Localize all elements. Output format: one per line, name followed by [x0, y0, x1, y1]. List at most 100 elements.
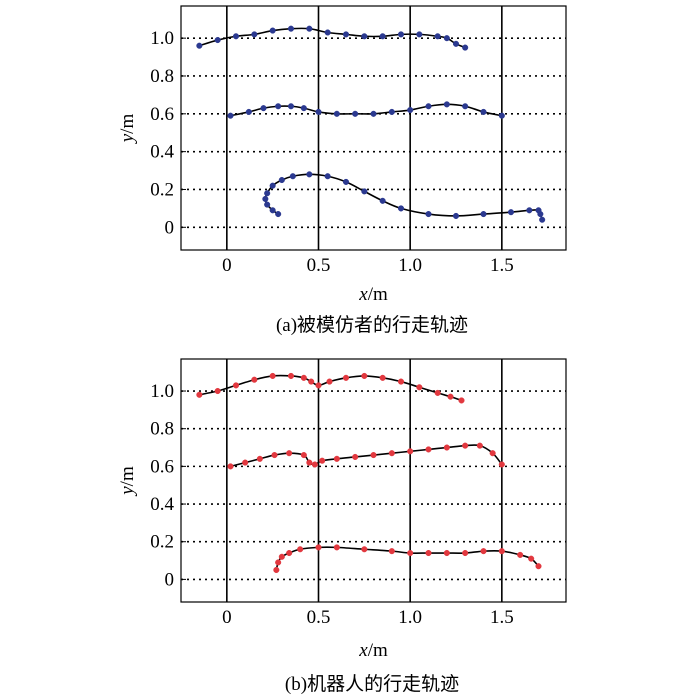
figure-caption: (a)被模仿者的行走轨迹 [276, 314, 468, 336]
figure-caption: (b)机器人的行走轨迹 [285, 673, 459, 695]
data-point [214, 387, 221, 395]
y-tick-label: 0.2 [150, 532, 174, 553]
y-tick-label: 1.0 [150, 28, 174, 49]
data-point [319, 457, 326, 464]
data-point [370, 110, 377, 117]
data-point [308, 378, 315, 385]
data-point [275, 211, 282, 218]
data-point [361, 33, 368, 40]
data-point [333, 110, 340, 117]
data-point [528, 555, 535, 562]
data-point [489, 450, 496, 457]
data-point [269, 27, 276, 34]
data-point [269, 207, 276, 214]
y-tick-label: 0.8 [150, 66, 174, 87]
series-line [230, 444, 503, 468]
data-point [425, 549, 432, 557]
data-point [289, 173, 296, 180]
data-point [526, 207, 533, 214]
y-axis-label: y/m [117, 466, 138, 497]
data-point [407, 448, 414, 455]
data-point [539, 216, 546, 223]
data-point [260, 105, 267, 112]
data-point [264, 201, 271, 208]
chart-panel-a: 0 0.2 0.4 0.6 0.8 1.0 0 0.5 1.0 1.5 x/m y/m (a)被模仿者的… [117, 5, 567, 336]
data-point [333, 455, 340, 462]
data-point [425, 446, 432, 453]
y-tick-label: 0.4 [150, 142, 174, 163]
x-tick-label: 0 [222, 255, 232, 276]
data-point [227, 463, 234, 470]
data-point [462, 103, 469, 110]
data-point [315, 382, 322, 389]
data-point [287, 25, 295, 32]
data-point [397, 205, 405, 212]
data-point [333, 544, 340, 551]
data-point [315, 108, 322, 115]
y-tick-label: 0.6 [150, 456, 174, 477]
data-point [278, 176, 285, 184]
data-point [507, 209, 515, 216]
data-point [452, 212, 460, 220]
data-point [196, 391, 203, 398]
data-point [278, 553, 285, 560]
data-point [361, 546, 368, 553]
data-point [264, 190, 271, 197]
y-tick-label: 1.0 [150, 381, 174, 402]
x-axis-label: x/m [358, 640, 388, 661]
data-point [256, 455, 263, 462]
data-point [498, 548, 505, 555]
x-tick-label: 1.0 [398, 255, 422, 276]
data-point [434, 389, 441, 396]
data-point [458, 397, 465, 404]
data-point [342, 178, 350, 185]
y-tick-label: 0 [165, 569, 175, 590]
data-point [443, 549, 450, 557]
data-point [498, 112, 505, 119]
data-point [326, 378, 333, 385]
x-tick-label: 0 [222, 607, 232, 628]
data-point [476, 442, 483, 449]
data-point [324, 173, 331, 180]
data-point [443, 444, 450, 451]
data-point [480, 211, 487, 218]
data-point [262, 195, 269, 202]
x-tick-label: 1.5 [490, 607, 514, 628]
y-axis-label: y/m [117, 114, 138, 145]
data-point [388, 108, 395, 115]
data-point [498, 461, 505, 468]
data-point [416, 31, 423, 38]
data-point [306, 459, 313, 466]
data-point [214, 36, 221, 44]
x-axis-label: x/m [358, 284, 388, 305]
y-tick-label: 0.4 [150, 494, 174, 515]
plot-frame [180, 5, 567, 251]
x-tick-label: 1.0 [398, 607, 422, 628]
data-point [407, 106, 414, 114]
data-point [300, 105, 307, 112]
data-point [443, 101, 450, 108]
data-point [535, 563, 542, 570]
data-point [286, 549, 293, 557]
data-point [306, 171, 313, 178]
data-point [537, 211, 544, 218]
y-tick-label: 0.6 [150, 104, 174, 125]
x-tick-label: 0.5 [307, 607, 331, 628]
y-tick-label: 0 [165, 217, 175, 238]
data-point [315, 544, 322, 551]
data-point [462, 44, 469, 51]
data-point [196, 42, 203, 49]
data-point [447, 393, 454, 400]
data-point [361, 188, 368, 195]
data-point [352, 453, 359, 461]
data-point [416, 384, 423, 391]
plot-frame [180, 358, 567, 603]
data-point [342, 31, 350, 38]
data-point [324, 29, 331, 36]
data-point [227, 112, 234, 119]
data-point [462, 442, 469, 449]
data-point [275, 559, 282, 566]
data-point [352, 110, 359, 117]
